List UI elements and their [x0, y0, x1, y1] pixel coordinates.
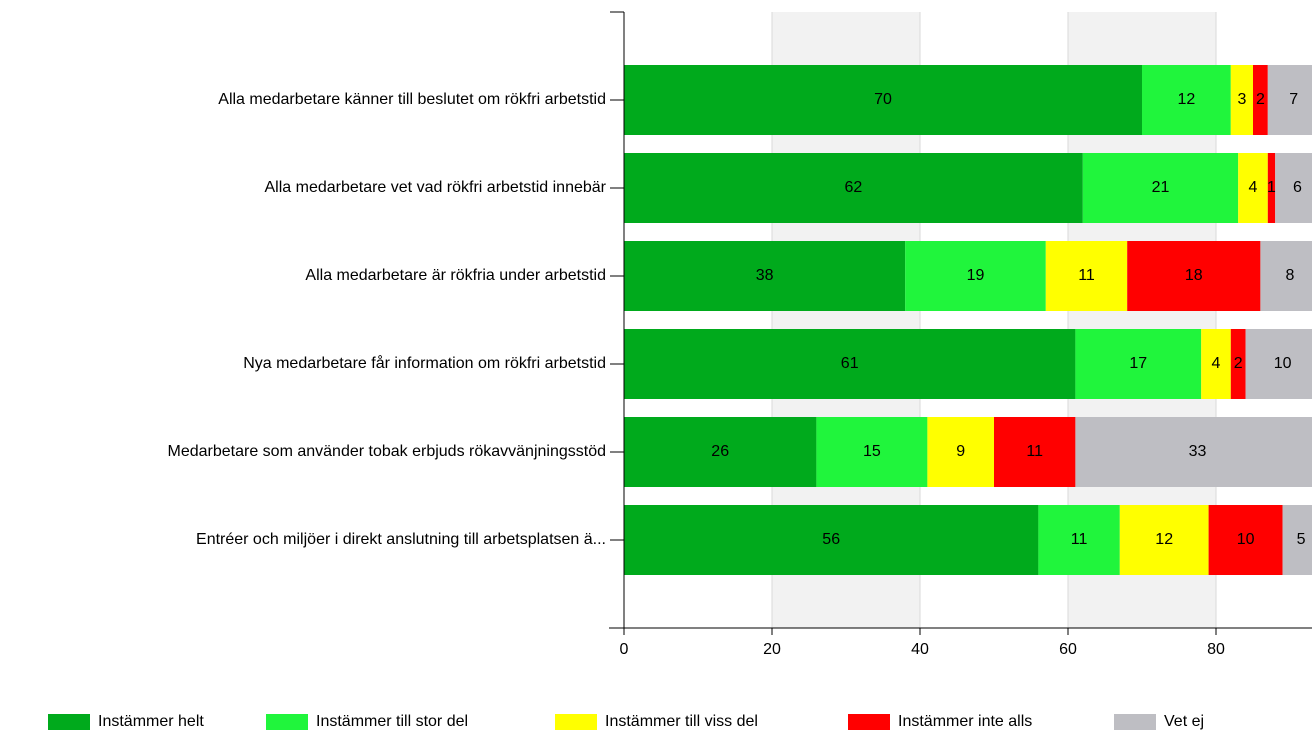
legend-label: Instämmer inte alls: [898, 713, 1032, 730]
bar-segment: [1208, 505, 1283, 575]
data-label: 9: [956, 443, 965, 460]
legend-swatch: [1114, 714, 1156, 730]
bar-segment: [1082, 153, 1239, 223]
bar-segment: [624, 417, 817, 487]
data-label: 11: [1071, 531, 1088, 548]
bar-segment: [1275, 153, 1312, 223]
bar-segment: [624, 241, 906, 311]
bar-segment: [1075, 329, 1202, 399]
data-label: 1: [1267, 179, 1276, 196]
bar-segment: [994, 417, 1076, 487]
legend-swatch: [266, 714, 308, 730]
bar-segment: [1238, 153, 1268, 223]
y-tick-label: Medarbetare som använder tobak erbjuds r…: [168, 443, 606, 460]
data-label: 62: [845, 179, 863, 196]
data-label: 38: [756, 267, 774, 284]
bar-segment: [905, 241, 1046, 311]
data-label: 11: [1026, 443, 1043, 460]
data-label: 2: [1234, 355, 1243, 372]
data-label: 17: [1129, 355, 1147, 372]
bar-segment: [1142, 65, 1231, 135]
legend-swatch: [848, 714, 890, 730]
data-label: 33: [1189, 443, 1207, 460]
data-label: 26: [711, 443, 729, 460]
legend-swatch: [555, 714, 597, 730]
data-label: 8: [1286, 267, 1295, 284]
bar-segment: [927, 417, 994, 487]
bar-segment: [1127, 241, 1261, 311]
x-tick-label: 60: [1059, 641, 1077, 658]
data-label: 15: [863, 443, 881, 460]
bar-segment: [1075, 417, 1312, 487]
legend-swatch: [48, 714, 90, 730]
data-label: 2: [1256, 91, 1265, 108]
bar-segment: [1230, 65, 1253, 135]
bar-segment: [624, 153, 1083, 223]
data-label: 19: [967, 267, 985, 284]
data-label: 10: [1237, 531, 1255, 548]
bar-segment: [1045, 241, 1128, 311]
y-tick-label: Nya medarbetare får information om rökfr…: [243, 354, 606, 372]
bar-segment: [624, 65, 1142, 135]
bar-segment: [1253, 65, 1268, 135]
legend-label: Instämmer till viss del: [605, 713, 758, 730]
bar-segment: [816, 417, 928, 487]
data-label: 7: [1289, 91, 1298, 108]
legend-label: Instämmer helt: [98, 713, 204, 730]
bar-segment: [1282, 505, 1312, 575]
legend-label: Vet ej: [1164, 713, 1204, 730]
data-label: 6: [1293, 179, 1302, 196]
x-tick-label: 20: [763, 641, 781, 658]
y-tick-label: Entréer och miljöer i direkt anslutning …: [196, 531, 606, 548]
data-label: 70: [874, 91, 892, 108]
bar-segment: [624, 329, 1076, 399]
bar-segment: [1119, 505, 1209, 575]
bar-segment: [1245, 329, 1312, 399]
bar-segment: [1260, 241, 1312, 311]
data-label: 18: [1185, 267, 1203, 284]
data-label: 56: [822, 531, 840, 548]
bar-segment: [1201, 329, 1231, 399]
bar-segment: [1267, 65, 1312, 135]
bar-segment: [1230, 329, 1246, 399]
legend-label: Instämmer till stor del: [316, 713, 468, 730]
data-label: 3: [1237, 91, 1246, 108]
data-label: 12: [1155, 531, 1173, 548]
data-label: 4: [1249, 179, 1258, 196]
data-label: 61: [841, 355, 859, 372]
data-label: 10: [1274, 355, 1292, 372]
data-label: 11: [1078, 267, 1095, 284]
data-label: 5: [1297, 531, 1306, 548]
x-tick-label: 80: [1207, 641, 1225, 658]
y-tick-label: Alla medarbetare vet vad rökfri arbetsti…: [264, 179, 606, 196]
data-label: 21: [1152, 179, 1170, 196]
bar-segment: [1038, 505, 1120, 575]
data-label: 12: [1178, 91, 1196, 108]
x-tick-label: 40: [911, 641, 929, 658]
y-tick-label: Alla medarbetare är rökfria under arbets…: [305, 267, 606, 284]
data-label: 4: [1212, 355, 1221, 372]
bar-segment: [1267, 153, 1276, 223]
x-tick-label: 0: [620, 641, 629, 658]
y-tick-label: Alla medarbetare känner till beslutet om…: [218, 91, 606, 108]
bar-segment: [624, 505, 1039, 575]
